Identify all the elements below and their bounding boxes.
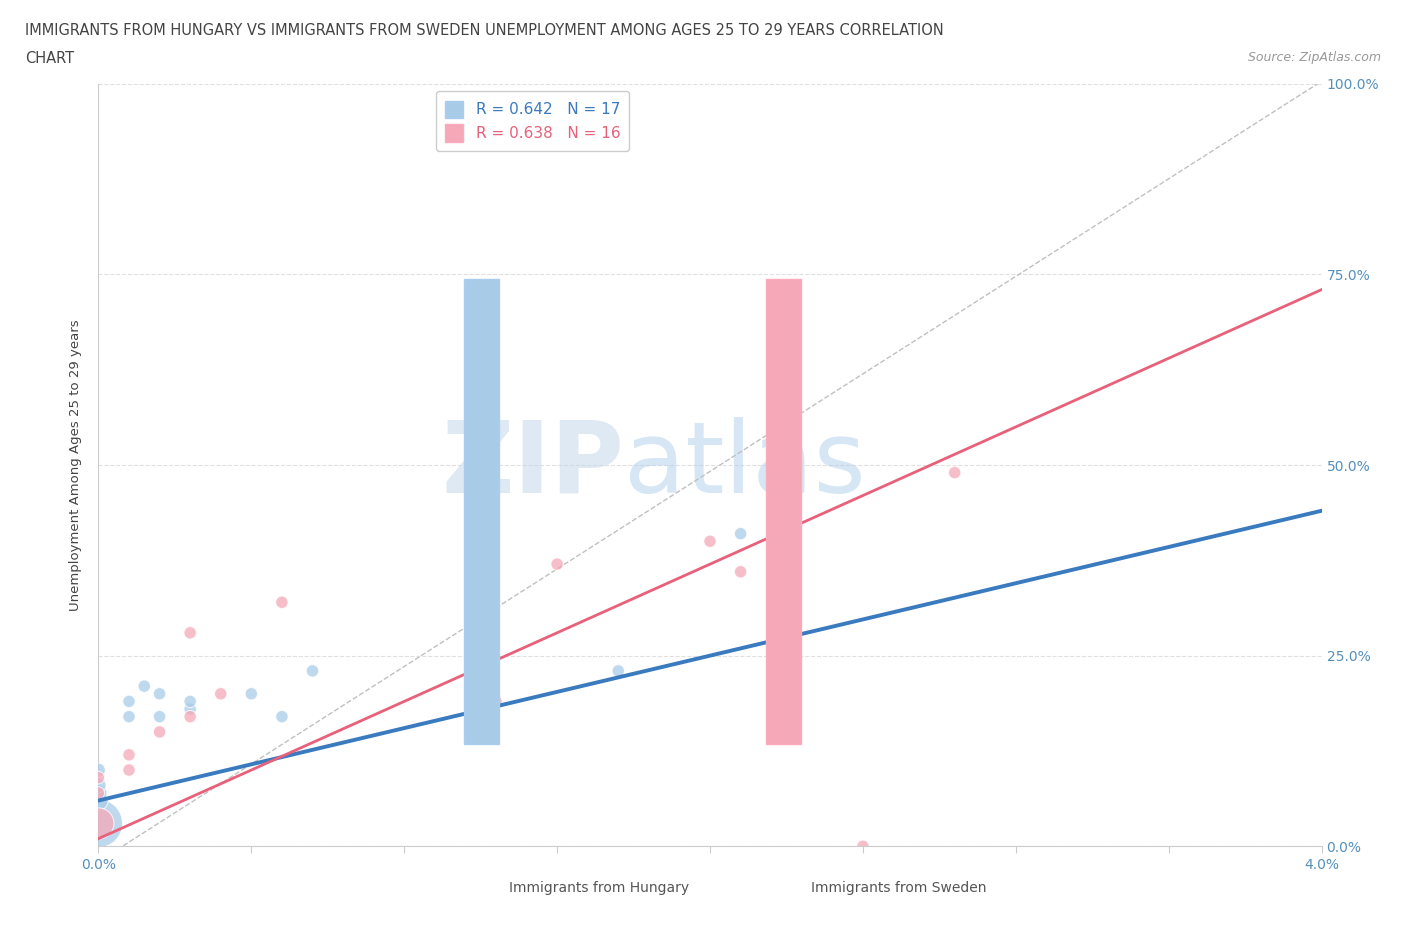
Point [270,595,294,610]
Text: CHART: CHART [25,51,75,66]
Point [118,763,141,777]
Point [118,710,141,724]
Point [149,724,172,739]
Point [209,686,232,701]
Text: ZIP: ZIP [441,417,624,513]
Point [179,694,201,709]
Text: Immigrants from Sweden: Immigrants from Sweden [811,881,987,896]
Point [87,816,110,830]
Point [240,686,263,701]
Legend: R = 0.642   N = 17, R = 0.638   N = 16: R = 0.642 N = 17, R = 0.638 N = 16 [436,91,630,151]
Point [852,839,875,854]
Point [87,777,110,792]
Point [607,663,630,678]
Point [118,694,141,709]
Point [87,786,110,801]
Text: atlas: atlas [624,417,866,513]
Point [270,710,294,724]
Point [179,625,201,640]
Point [134,679,156,694]
Point [485,694,508,709]
Point [87,793,110,808]
Point [87,816,110,830]
Point [301,663,323,678]
Point [87,770,110,785]
Point [699,534,721,549]
Point [546,557,568,572]
Point [179,710,201,724]
Point [87,786,110,801]
Point [149,686,172,701]
Text: Immigrants from Hungary: Immigrants from Hungary [509,881,689,896]
Text: IMMIGRANTS FROM HUNGARY VS IMMIGRANTS FROM SWEDEN UNEMPLOYMENT AMONG AGES 25 TO : IMMIGRANTS FROM HUNGARY VS IMMIGRANTS FR… [25,23,943,38]
Point [179,701,201,716]
Point [118,748,141,763]
Text: Source: ZipAtlas.com: Source: ZipAtlas.com [1247,51,1381,64]
Point [730,526,752,541]
Point [730,565,752,579]
Point [87,763,110,777]
Y-axis label: Unemployment Among Ages 25 to 29 years: Unemployment Among Ages 25 to 29 years [69,319,83,611]
Point [149,710,172,724]
Point [943,465,966,480]
